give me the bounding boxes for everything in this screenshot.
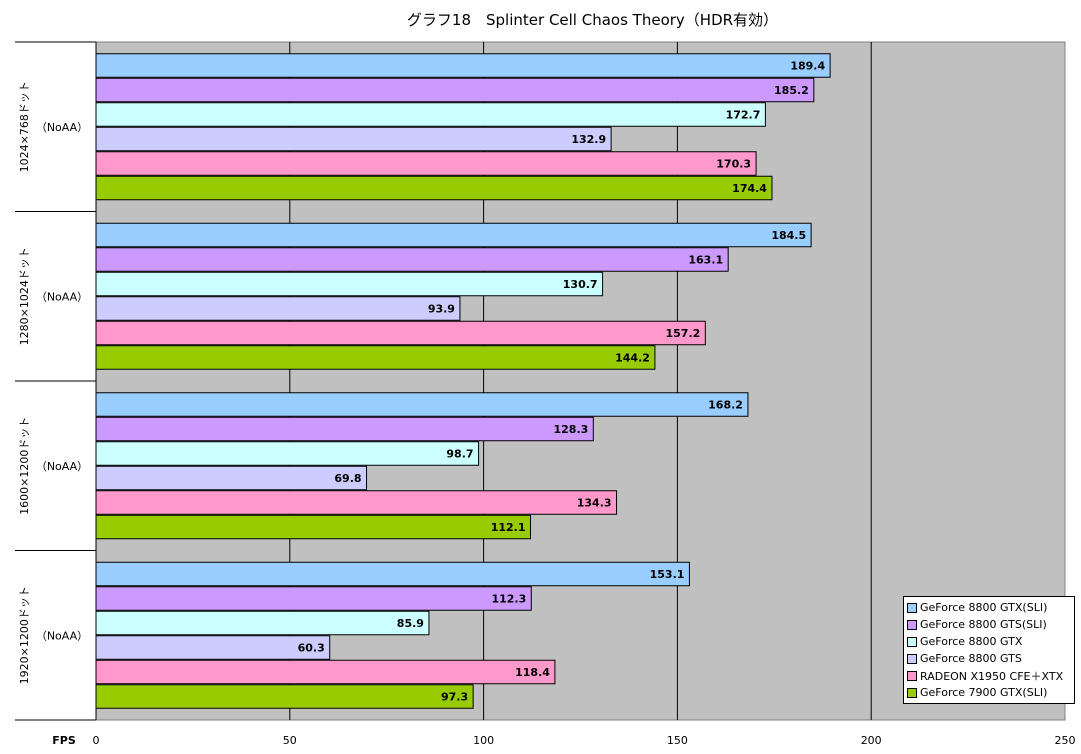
data-label: 170.3 xyxy=(716,158,751,171)
bar xyxy=(95,392,749,417)
data-label: 128.3 xyxy=(553,423,588,436)
legend-item: GeForce 8800 GTS(SLI) xyxy=(907,616,1071,633)
legend-label: GeForce 8800 GTX(SLI) xyxy=(920,601,1048,614)
legend-label: GeForce 8800 GTS(SLI) xyxy=(920,618,1047,631)
data-label: 97.3 xyxy=(441,691,468,704)
data-label: 85.9 xyxy=(397,617,424,630)
category-label: 1280×1024ドット xyxy=(18,247,31,345)
legend-item: GeForce 7900 GTX(SLI) xyxy=(907,684,1071,701)
legend-swatch xyxy=(907,602,917,613)
category-label: 1024×768ドット xyxy=(18,81,31,172)
data-label: 134.3 xyxy=(577,497,612,510)
bar xyxy=(95,77,815,103)
legend-label: GeForce 8800 GTS xyxy=(920,652,1022,665)
data-label: 189.4 xyxy=(790,60,825,73)
chart-title: グラフ18 Splinter Cell Chaos Theory（HDR有効） xyxy=(407,11,778,29)
category-sublabel: （NoAA） xyxy=(36,629,88,642)
bar xyxy=(95,465,368,491)
data-label: 184.5 xyxy=(771,229,806,242)
bar xyxy=(95,102,766,127)
category-sublabel: （NoAA） xyxy=(36,121,88,134)
bar xyxy=(95,247,729,272)
legend-swatch xyxy=(907,619,917,630)
bar xyxy=(95,610,430,636)
legend-swatch xyxy=(907,687,917,698)
bar xyxy=(95,126,612,152)
data-label: 153.1 xyxy=(650,568,685,581)
category-label: 1600×1200ドット xyxy=(18,417,31,515)
bar xyxy=(95,586,532,611)
legend: GeForce 8800 GTX(SLI) GeForce 8800 GTS(SL… xyxy=(903,596,1075,704)
data-label: 157.2 xyxy=(666,327,701,340)
data-label: 168.2 xyxy=(708,399,743,412)
x-tick-label: 100 xyxy=(473,734,494,747)
bar xyxy=(95,635,331,660)
bar xyxy=(95,684,474,709)
bar xyxy=(95,416,594,442)
bar xyxy=(95,175,773,201)
data-label: 172.7 xyxy=(726,109,761,122)
bar xyxy=(95,222,812,248)
x-tick-label: 150 xyxy=(667,734,688,747)
data-label: 118.4 xyxy=(515,666,550,679)
bar xyxy=(95,561,690,587)
data-label: 93.9 xyxy=(428,303,455,316)
x-tick-label: 200 xyxy=(861,734,882,747)
legend-swatch xyxy=(907,670,917,681)
data-label: 132.9 xyxy=(571,133,606,146)
data-label: 60.3 xyxy=(298,642,325,655)
bar xyxy=(95,514,531,540)
legend-item: GeForce 8800 GTX(SLI) xyxy=(907,599,1071,616)
category-sublabel: （NoAA） xyxy=(36,290,88,303)
data-label: 130.7 xyxy=(563,278,598,291)
bar xyxy=(95,151,757,176)
data-label: 163.1 xyxy=(688,254,723,267)
data-label: 112.1 xyxy=(491,521,526,534)
bar xyxy=(95,320,706,346)
data-label: 174.4 xyxy=(732,182,767,195)
x-tick-label: 0 xyxy=(93,734,100,747)
legend-label: RADEON X1950 CFE＋XTX xyxy=(920,669,1064,683)
legend-swatch xyxy=(907,653,917,664)
bar xyxy=(95,271,604,297)
bar xyxy=(95,345,656,370)
bar xyxy=(95,441,480,466)
bar xyxy=(95,490,618,515)
legend-item: GeForce 8800 GTX xyxy=(907,633,1071,650)
bar xyxy=(95,296,461,321)
data-label: 69.8 xyxy=(334,472,361,485)
x-axis-label: FPS xyxy=(52,734,76,747)
legend-item: RADEON X1950 CFE＋XTX xyxy=(907,667,1071,684)
category-sublabel: （NoAA） xyxy=(36,460,88,473)
bar xyxy=(95,53,831,78)
legend-swatch xyxy=(907,636,917,647)
x-tick-label: 50 xyxy=(283,734,297,747)
data-label: 112.3 xyxy=(491,593,526,606)
data-label: 144.2 xyxy=(615,352,650,365)
legend-label: GeForce 7900 GTX(SLI) xyxy=(920,686,1048,699)
x-tick-label: 250 xyxy=(1055,734,1076,747)
data-label: 185.2 xyxy=(774,84,809,97)
legend-item: GeForce 8800 GTS xyxy=(907,650,1071,667)
legend-label: GeForce 8800 GTX xyxy=(920,635,1023,648)
bar xyxy=(95,659,556,685)
category-label: 1920×1200ドット xyxy=(18,586,31,684)
data-label: 98.7 xyxy=(446,448,473,461)
